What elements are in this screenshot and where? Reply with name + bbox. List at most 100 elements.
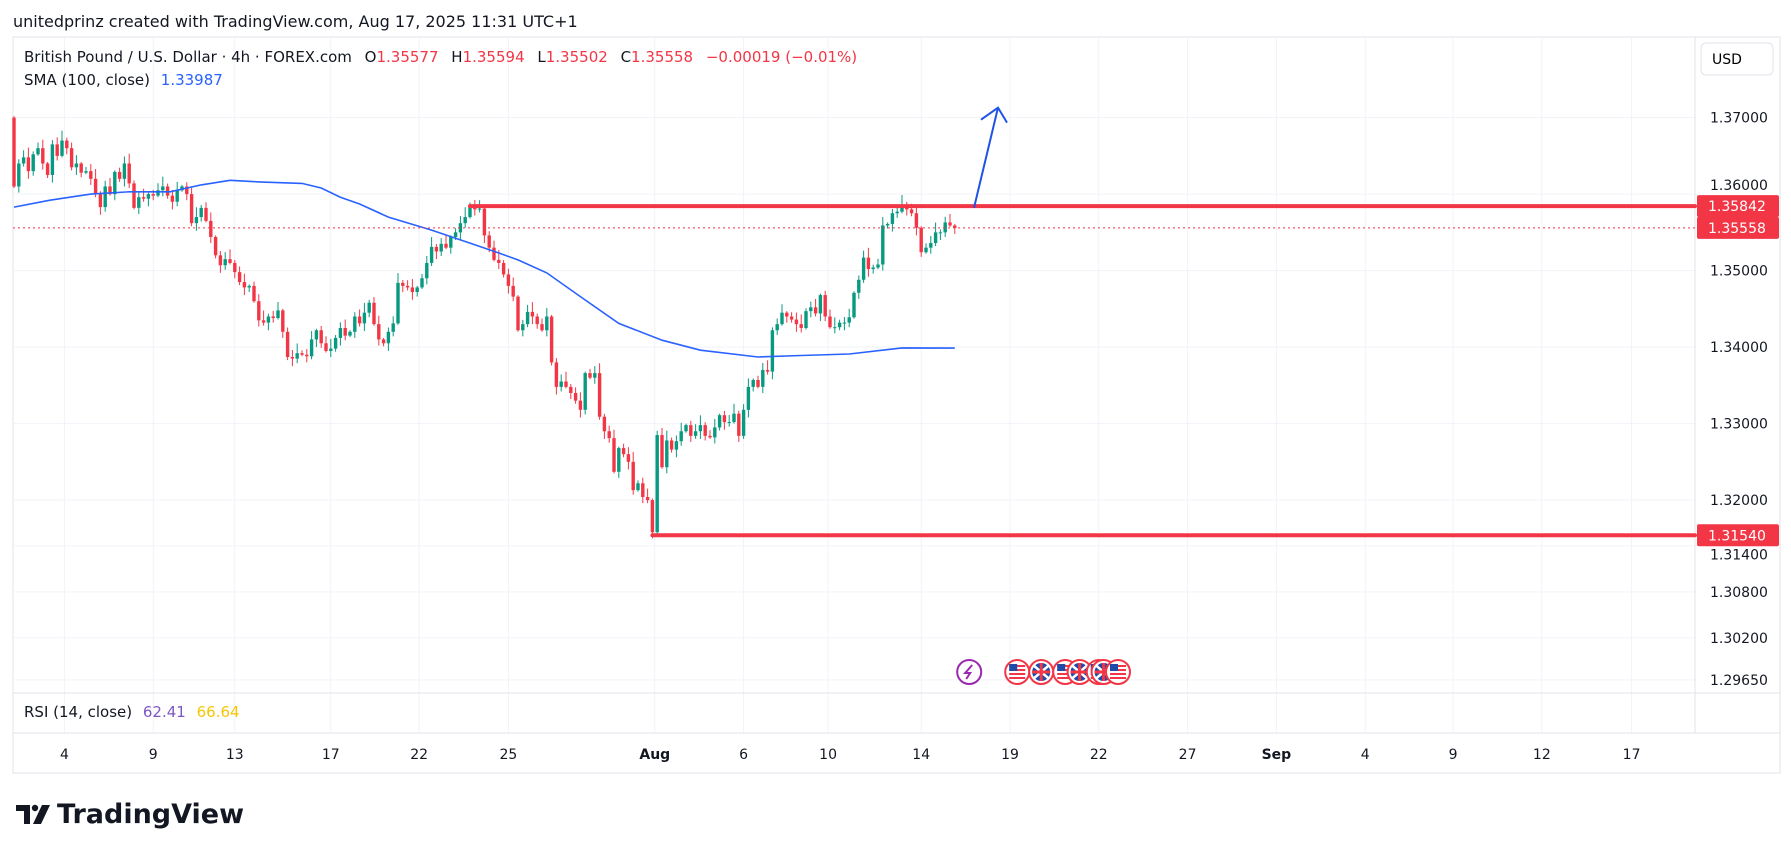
tradingview-logo[interactable]: TradingView (16, 799, 244, 830)
candle-body (559, 381, 563, 387)
candle-body (156, 190, 160, 196)
candle-down (516, 295, 520, 332)
time-axis[interactable]: 4 9 13 17 22 25 Aug 6 10 14 19 22 27 Sep 4 9 12 17 (60, 747, 1641, 763)
candle-up (31, 151, 35, 176)
candle-down (410, 279, 415, 300)
candle-body (26, 157, 31, 172)
rsi-legend[interactable]: RSI (14, close) 62.41 66.64 (24, 703, 240, 721)
price-tick-label: 1.30200 (1710, 631, 1768, 647)
candle-body (794, 319, 799, 325)
candle-up (329, 338, 333, 358)
time-tick-label: 19 (1001, 747, 1019, 763)
candle-up (809, 301, 813, 318)
candle-down (233, 260, 237, 279)
candle-body (765, 370, 770, 372)
sma-line[interactable] (13, 179, 955, 358)
lightning-event-icon[interactable] (956, 659, 983, 685)
candle-body (89, 171, 93, 179)
time-tick-label: 25 (499, 747, 517, 763)
candle-body (540, 324, 544, 331)
candle-body (861, 257, 866, 280)
candle-body (17, 163, 21, 187)
candle-down (185, 182, 189, 201)
candle-down (377, 315, 381, 346)
candle-body (396, 282, 400, 324)
price-axis[interactable]: 1.37000 1.36000 1.35000 1.34000 1.33000 1.320… (1710, 111, 1768, 689)
candle-body (828, 316, 832, 328)
candle-body (122, 163, 127, 179)
candle-down (828, 309, 832, 329)
time-tick-label: 9 (149, 747, 158, 763)
currency-button[interactable] (1700, 42, 1774, 76)
arrow-head[interactable] (980, 106, 1008, 124)
candle-up (247, 284, 251, 293)
projection-arrow[interactable] (973, 106, 1008, 209)
candle-up (636, 480, 640, 492)
candle-up (50, 140, 55, 183)
candle-body (242, 282, 247, 288)
candle-body (372, 302, 376, 325)
candle-body (717, 415, 722, 428)
candle-body (511, 285, 515, 297)
candle-body (924, 247, 928, 253)
candle-up (353, 312, 357, 338)
candle-body (98, 194, 103, 208)
candle-down (170, 189, 175, 210)
candle-up (593, 366, 597, 384)
candle-down (578, 392, 583, 418)
candle-body (929, 243, 933, 248)
us-flag-event-icon[interactable] (1105, 659, 1131, 685)
candle-up (751, 378, 755, 392)
last-price-badge-label: 1.35558 (1708, 221, 1766, 237)
candle-body (953, 225, 957, 228)
candle-down (756, 375, 760, 389)
candle-body (679, 431, 683, 442)
candle-down (444, 235, 448, 250)
candle-body (689, 425, 693, 436)
candle-body (146, 194, 151, 199)
open-label: O (365, 48, 377, 66)
uk-flag-event-icon[interactable] (1028, 659, 1055, 685)
time-tick-label: 14 (912, 747, 930, 763)
candle-up (655, 430, 659, 537)
candle-down (252, 281, 256, 303)
candle-up (362, 302, 367, 332)
candle-body (516, 296, 520, 331)
candle-body (117, 171, 122, 179)
candle-up (266, 313, 271, 331)
arrow-shaft[interactable] (973, 107, 999, 209)
candle-body (93, 178, 98, 195)
candle-down (401, 279, 405, 293)
candle-down (204, 202, 208, 223)
candle-up (146, 192, 151, 207)
candle-body (209, 220, 213, 237)
sma-legend[interactable]: SMA (100, close) 1.33987 (24, 71, 223, 89)
candle-body (631, 461, 635, 491)
candle-body (295, 353, 299, 359)
time-tick-label: 27 (1179, 747, 1197, 763)
candle-body (276, 310, 280, 319)
candle-up (665, 430, 669, 474)
candle-up (617, 446, 621, 478)
candle-body (818, 295, 823, 314)
us-flag-event-icon[interactable] (1004, 659, 1031, 685)
candle-down (602, 413, 607, 439)
levels[interactable] (468, 204, 1697, 538)
candle-down (597, 363, 602, 420)
candle-down (41, 139, 45, 170)
candle-body (487, 235, 491, 248)
candle-up (276, 301, 280, 320)
events[interactable] (956, 659, 1131, 685)
candle-body (602, 416, 607, 432)
candle-body (871, 267, 875, 270)
candle-body (429, 246, 434, 263)
candle-body (492, 247, 496, 260)
candle-body (621, 448, 626, 455)
time-tick-label: 22 (410, 747, 428, 763)
candle-body (813, 307, 818, 314)
candle-body (684, 425, 688, 432)
rsi-label: RSI (14, close) (24, 703, 132, 721)
candle-body (530, 311, 535, 317)
candle-down (660, 428, 664, 469)
